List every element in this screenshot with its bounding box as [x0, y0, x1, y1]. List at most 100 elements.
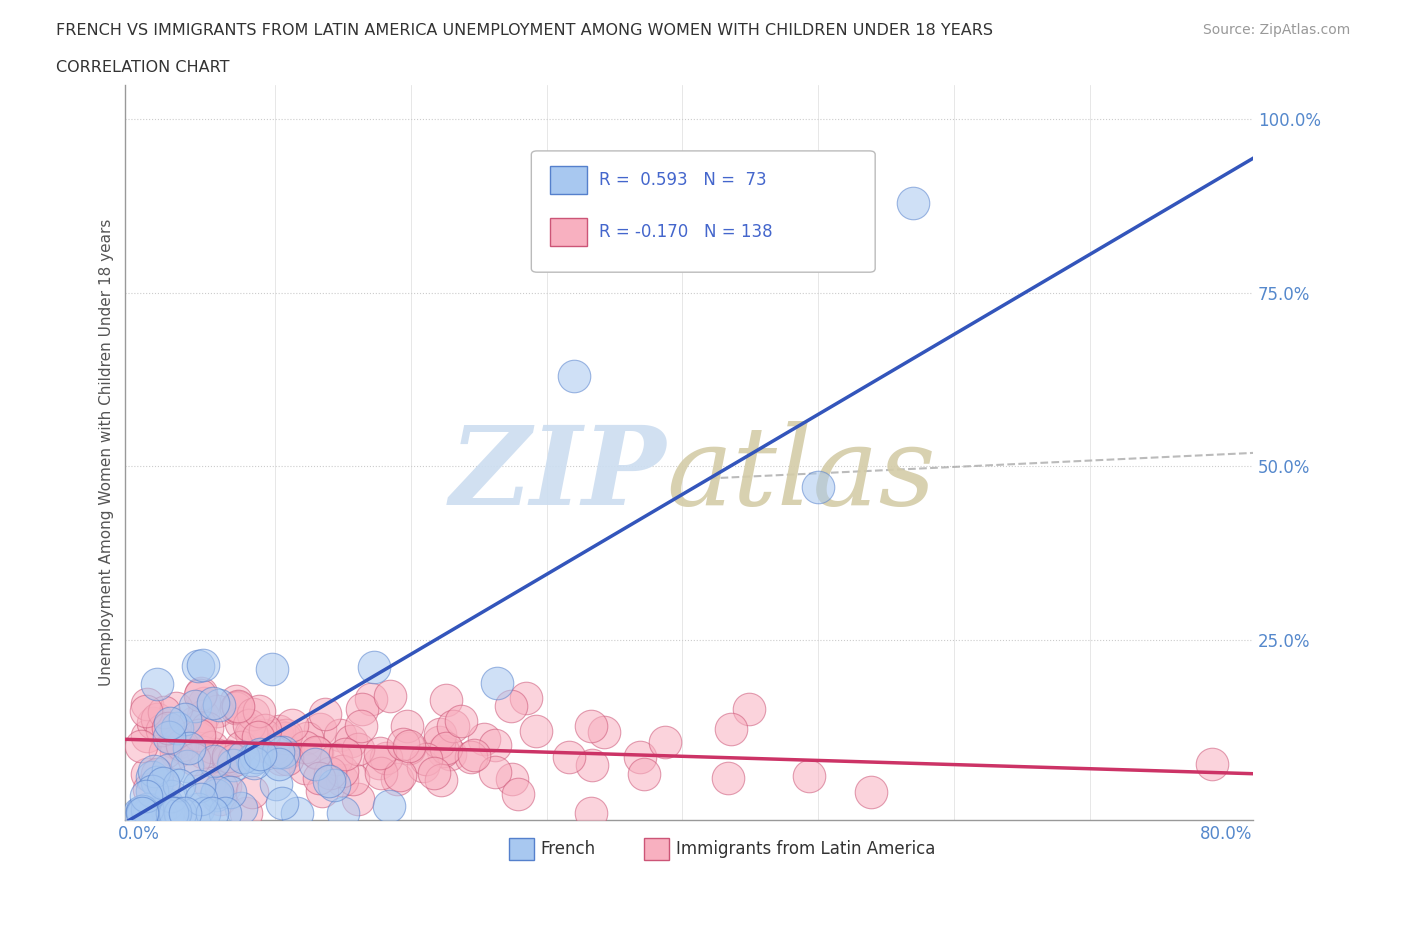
Point	[370, 766, 392, 781]
Point	[135, 789, 157, 804]
Point	[191, 658, 214, 672]
Point	[190, 686, 212, 701]
Point	[276, 751, 298, 766]
Point	[415, 751, 437, 766]
Point	[360, 691, 382, 706]
Point	[160, 789, 183, 804]
Point	[249, 747, 271, 762]
Point	[135, 704, 157, 719]
Point	[562, 368, 585, 383]
Point	[398, 739, 420, 754]
Point	[434, 693, 457, 708]
Point	[277, 744, 299, 759]
Point	[128, 805, 150, 820]
Point	[368, 746, 391, 761]
Text: R = -0.170   N = 138: R = -0.170 N = 138	[599, 223, 772, 241]
Point	[294, 760, 316, 775]
Point	[224, 752, 246, 767]
Point	[367, 755, 389, 770]
Point	[177, 741, 200, 756]
Point	[225, 694, 247, 709]
Point	[524, 724, 547, 738]
Point	[219, 784, 242, 799]
Point	[308, 722, 330, 737]
Point	[204, 746, 226, 761]
Point	[434, 740, 457, 755]
Point	[330, 764, 353, 778]
Point	[335, 747, 357, 762]
Point	[157, 805, 180, 820]
Point	[174, 711, 197, 726]
Point	[157, 729, 180, 744]
Point	[167, 777, 190, 792]
Point	[163, 733, 186, 748]
Point	[184, 699, 207, 714]
Point	[269, 756, 291, 771]
Point	[253, 728, 276, 743]
Point	[633, 766, 655, 781]
Point	[350, 702, 373, 717]
Point	[167, 734, 190, 749]
Point	[172, 740, 194, 755]
Point	[202, 753, 225, 768]
Point	[225, 700, 247, 715]
Point	[141, 769, 163, 784]
Point	[232, 750, 254, 764]
Point	[240, 725, 263, 740]
Point	[378, 688, 401, 703]
Point	[450, 713, 472, 728]
Point	[188, 718, 211, 733]
Point	[240, 727, 263, 742]
Point	[205, 704, 228, 719]
Point	[392, 737, 415, 751]
Point	[191, 745, 214, 760]
Point	[217, 749, 239, 764]
Point	[375, 751, 398, 766]
Point	[305, 746, 328, 761]
Point	[131, 804, 153, 818]
Point	[280, 718, 302, 733]
Point	[146, 775, 169, 790]
Point	[308, 771, 330, 786]
Point	[463, 748, 485, 763]
Point	[860, 785, 883, 800]
Point	[160, 805, 183, 820]
Point	[214, 805, 236, 820]
Point	[176, 759, 198, 774]
Point	[184, 714, 207, 729]
Point	[737, 701, 759, 716]
Point	[170, 737, 193, 752]
Point	[165, 700, 187, 715]
Point	[187, 658, 209, 673]
Point	[138, 781, 160, 796]
Point	[347, 742, 370, 757]
Point	[146, 711, 169, 726]
Point	[460, 750, 482, 764]
Point	[214, 778, 236, 793]
Point	[157, 721, 180, 736]
Text: atlas: atlas	[666, 420, 936, 528]
Point	[342, 772, 364, 787]
Point	[153, 778, 176, 793]
Point	[423, 765, 446, 780]
Point	[329, 728, 352, 743]
Point	[188, 778, 211, 793]
Bar	[551, 166, 586, 194]
Point	[198, 776, 221, 790]
Point	[231, 715, 253, 730]
Point	[346, 791, 368, 806]
Point	[183, 751, 205, 766]
Text: Source: ZipAtlas.com: Source: ZipAtlas.com	[1202, 23, 1350, 37]
FancyBboxPatch shape	[531, 151, 875, 272]
Point	[717, 771, 740, 786]
Point	[323, 777, 346, 792]
Point	[173, 805, 195, 820]
Point	[193, 695, 215, 710]
Point	[165, 745, 187, 760]
Point	[311, 784, 333, 799]
Point	[245, 750, 267, 764]
Point	[163, 735, 186, 750]
Point	[231, 740, 253, 755]
Point	[378, 798, 401, 813]
Point	[581, 758, 603, 773]
